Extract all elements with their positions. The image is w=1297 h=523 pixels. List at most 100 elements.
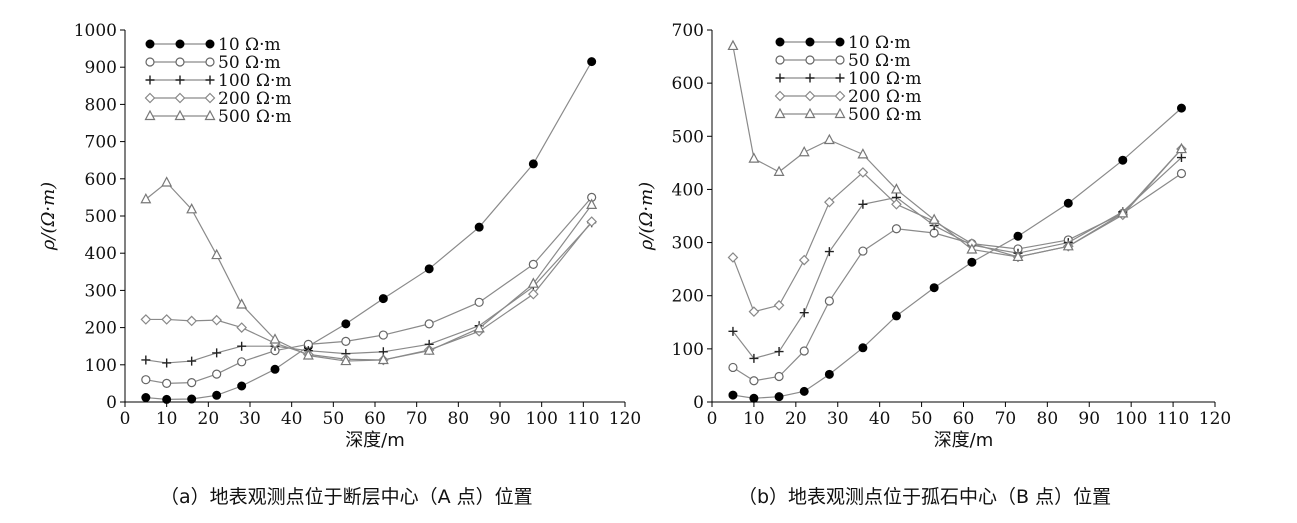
legend-label: 10 Ω·m — [848, 33, 911, 53]
data-point — [749, 353, 759, 363]
data-point — [749, 376, 759, 386]
legend-marker — [805, 55, 815, 65]
data-point — [302, 349, 314, 360]
legend-label: 500 Ω·m — [218, 107, 291, 127]
y-tick-label: 200 — [85, 319, 117, 339]
data-point — [237, 341, 247, 351]
y-tick-label: 800 — [85, 95, 117, 115]
legend-marker — [804, 90, 816, 102]
x-tick-label: 20 — [198, 409, 220, 429]
y-tick-label: 400 — [672, 180, 704, 200]
legend-marker — [804, 107, 816, 119]
caption-a: （a）地表观测点位于断层中心（A 点）位置 — [160, 486, 533, 508]
data-point — [211, 248, 223, 260]
data-point — [748, 306, 760, 318]
legend-marker — [174, 92, 186, 104]
data-point — [1176, 153, 1186, 163]
data-point — [424, 319, 434, 329]
x-tick-label: 50 — [323, 409, 345, 429]
y-tick-label: 500 — [672, 127, 704, 147]
data-point — [727, 39, 739, 51]
y-tick-label: 300 — [672, 234, 704, 254]
data-point — [857, 148, 869, 159]
y-tick-label: 400 — [85, 244, 117, 264]
data-point — [728, 326, 738, 336]
data-point — [773, 165, 785, 176]
data-point — [586, 198, 598, 209]
y-tick-label: 600 — [672, 74, 704, 94]
y-axis-label: ρ/(Ω·m) — [636, 182, 657, 251]
x-tick-label: 30 — [827, 409, 849, 429]
y-tick-label: 300 — [85, 281, 117, 301]
legend-marker — [175, 75, 185, 85]
data-point — [824, 296, 834, 306]
x-tick-label: 50 — [911, 409, 933, 429]
legend-label: 200 Ω·m — [848, 87, 921, 107]
legend-marker — [774, 90, 786, 102]
x-tick-label: 110 — [1157, 409, 1189, 429]
data-point — [140, 314, 152, 325]
legend-label: 50 Ω·m — [848, 51, 911, 71]
data-point — [527, 288, 539, 300]
x-tick-label: 0 — [707, 409, 718, 429]
legend-marker — [834, 90, 846, 102]
y-tick-label: 100 — [85, 356, 117, 376]
legend-marker — [144, 92, 156, 104]
x-tick-label: 100 — [1115, 409, 1147, 429]
data-point — [162, 358, 172, 368]
legend-marker — [775, 55, 785, 65]
data-point — [799, 346, 809, 356]
legend-marker — [805, 73, 815, 83]
data-point — [929, 283, 939, 293]
data-point — [236, 322, 248, 333]
data-point — [824, 369, 834, 379]
legend-marker — [145, 39, 155, 49]
data-point — [824, 196, 835, 208]
data-point — [799, 308, 809, 318]
data-point — [474, 222, 484, 232]
data-point — [929, 228, 939, 238]
x-tick-label: 40 — [281, 409, 303, 429]
chart-a: 0 10 20 30 40 50 60 70 80 90 100 110 120 0 100 200 300 40… — [38, 21, 641, 451]
legend-label: 200 Ω·m — [218, 89, 291, 109]
data-point — [798, 254, 810, 266]
data-point — [140, 192, 152, 204]
series-line — [145, 222, 593, 364]
x-tick-label: 70 — [995, 409, 1017, 429]
data-point — [586, 216, 598, 227]
chart-b: 0 10 20 30 40 50 60 70 80 90 100 110 120 0 100 200 300 40… — [636, 21, 1231, 451]
data-point — [211, 314, 223, 326]
legend-marker — [205, 75, 215, 85]
data-point — [187, 356, 197, 366]
data-point — [1117, 207, 1129, 218]
legend-marker — [174, 109, 186, 121]
legend-marker — [834, 107, 846, 119]
data-point — [378, 330, 388, 340]
data-point — [378, 294, 388, 304]
legend-marker — [775, 37, 785, 47]
data-point — [799, 386, 809, 396]
data-point — [377, 353, 389, 365]
data-point — [270, 364, 280, 374]
data-point — [1118, 155, 1128, 165]
x-tick-label: 60 — [953, 409, 975, 429]
x-tick-label: 100 — [525, 409, 557, 429]
data-point — [891, 198, 902, 210]
x-tick-label: 110 — [567, 409, 599, 429]
data-point — [237, 357, 247, 367]
x-tick-label: 40 — [869, 409, 891, 429]
x-tick-label: 90 — [1078, 409, 1100, 429]
data-point — [774, 371, 784, 382]
legend-label: 100 Ω·m — [848, 69, 921, 89]
data-point — [141, 375, 151, 385]
y-tick-label: 100 — [672, 340, 704, 360]
legend-marker — [775, 73, 785, 83]
data-point — [824, 247, 834, 257]
y-tick-label: 700 — [672, 21, 704, 41]
data-point — [162, 378, 172, 388]
data-point — [141, 393, 151, 403]
legend-marker — [144, 109, 156, 121]
legend-label: 500 Ω·m — [848, 105, 921, 125]
series-line — [732, 148, 1182, 313]
legend-marker — [205, 39, 215, 49]
